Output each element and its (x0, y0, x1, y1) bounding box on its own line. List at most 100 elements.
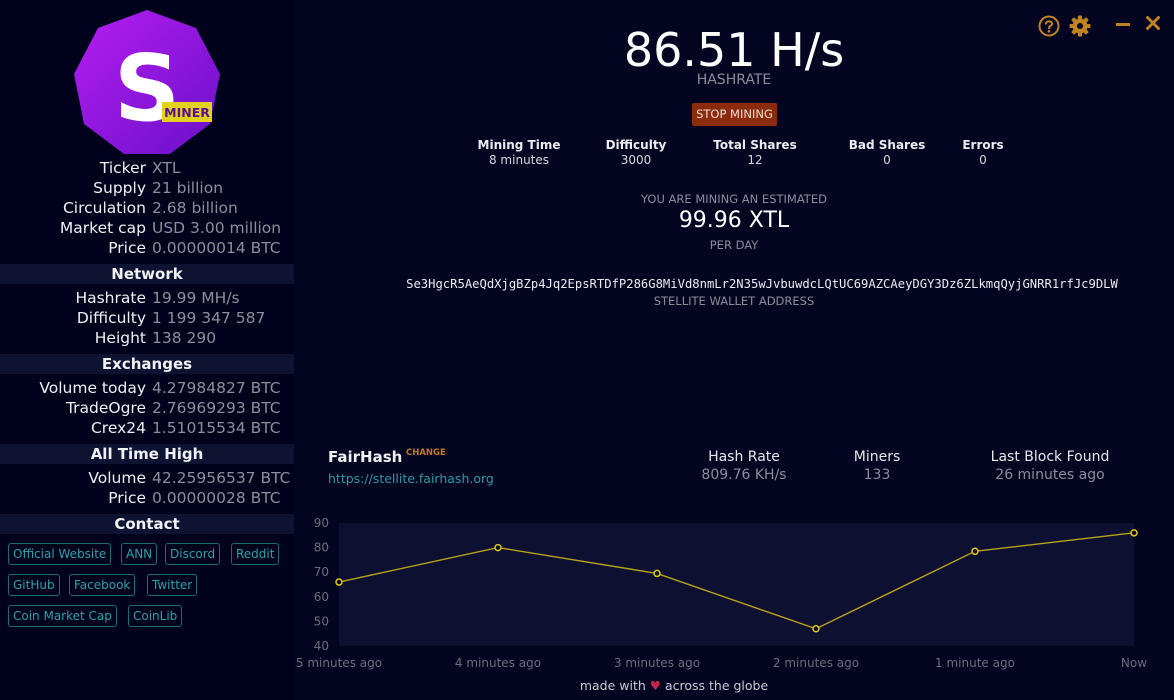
exchange-info-key: Crex24 (90, 419, 146, 437)
hashrate-series-line (338, 532, 1135, 630)
contact-link-reddit[interactable]: Reddit (231, 543, 280, 565)
network-info-value: 138 290 (152, 329, 217, 347)
network-info-row: Difficulty 1 199 347 587 (0, 308, 294, 328)
footer-text-after: across the globe (664, 678, 769, 693)
close-icon[interactable] (1145, 15, 1161, 31)
ath-heading: All Time High (0, 444, 294, 464)
contact-link-coin-market-cap[interactable]: Coin Market Cap (8, 605, 117, 627)
coin-info-value: 21 billion (152, 179, 224, 197)
logo-letter: S (114, 35, 180, 142)
network-heading: Network (0, 264, 294, 284)
coin-info-key: Market cap (59, 219, 146, 237)
data-point (335, 578, 343, 586)
help-icon[interactable] (1038, 15, 1060, 37)
ath-info-value: 0.00000028 BTC (152, 489, 281, 507)
wallet-address-label: STELLITE WALLET ADDRESS (653, 294, 815, 308)
y-tick-label: 60 (314, 590, 329, 604)
exchange-info-row: Volume today 4.27984827 BTC (0, 378, 294, 398)
exchange-info-key: TradeOgre (65, 399, 146, 417)
contact-link-twitter[interactable]: Twitter (147, 574, 198, 596)
y-tick-label: 70 (314, 565, 329, 579)
contact-link-github[interactable]: GitHub (8, 574, 60, 596)
chart-plot-background (339, 523, 1134, 646)
contact-heading: Contact (0, 514, 294, 534)
estimate-unit: PER DAY (709, 238, 759, 252)
coin-info-row: Circulation 2.68 billion (0, 198, 294, 218)
coin-info-key: Price (108, 239, 146, 257)
gear-icon[interactable] (1069, 15, 1091, 37)
x-tick-label: 1 minute ago (935, 656, 1015, 670)
stat-difficulty: Difficulty 3000 (576, 138, 696, 168)
exchange-info-value: 2.76969293 BTC (152, 399, 281, 417)
data-point (812, 625, 820, 633)
x-tick-label: 4 minutes ago (455, 656, 541, 670)
network-info-key: Height (94, 329, 146, 347)
x-tick-label: Now (1121, 656, 1147, 670)
contact-link-facebook[interactable]: Facebook (69, 574, 136, 596)
x-tick-label: 5 minutes ago (296, 656, 382, 670)
ath-info-value: 42.25956537 BTC (152, 469, 291, 487)
pool-stat-value: 26 minutes ago (995, 467, 1105, 483)
pool-stat-hash-rate: Hash Rate 809.76 KH/s (664, 448, 824, 484)
data-point (1130, 529, 1138, 537)
data-point (971, 547, 979, 556)
exchange-info-row: TradeOgre 2.76969293 BTC (0, 398, 294, 418)
stat-total-shares: Total Shares 12 (695, 138, 815, 168)
change-pool-link[interactable]: CHANGE (406, 448, 446, 458)
network-info-row: Hashrate 19.99 MH/s (0, 288, 294, 308)
coin-info-row: Price 0.00000014 BTC (0, 238, 294, 258)
data-point (653, 569, 661, 578)
coin-info-value: USD 3.00 million (152, 219, 282, 237)
exchange-info-value: 1.51015534 BTC (152, 419, 281, 437)
stat-value: 8 minutes (488, 153, 550, 167)
stat-label: Errors (962, 138, 1004, 152)
y-tick-label: 90 (314, 516, 329, 530)
estimate-label: YOU ARE MINING AN ESTIMATED (641, 192, 827, 206)
pool-stat-last-block: Last Block Found 26 minutes ago (970, 448, 1130, 484)
stat-errors: Errors 0 (923, 138, 1043, 168)
footer: made with ♥ across the globe (294, 678, 1054, 693)
wallet-address: Se3HgcR5AeQdXjgBZp4Jq2EpsRTDfP286G8MiVd8… (406, 277, 1118, 291)
network-info-value: 19.99 MH/s (152, 289, 240, 307)
stat-value: 0 (979, 153, 987, 167)
stat-label: Mining Time (477, 138, 561, 152)
contact-link-ann[interactable]: ANN (121, 543, 158, 565)
y-tick-label: 40 (314, 639, 329, 653)
contact-link-discord[interactable]: Discord (165, 543, 221, 565)
coin-info-row: Supply 21 billion (0, 178, 294, 198)
coin-info-value: 0.00000014 BTC (152, 239, 281, 257)
coin-info-row: Ticker XTL (0, 158, 294, 178)
x-tick-label: 3 minutes ago (614, 656, 700, 670)
stop-mining-button[interactable]: STOP MINING (692, 103, 777, 126)
pool-stat-label: Hash Rate (708, 449, 780, 465)
sidebar: S MINER Ticker XTL Supply 21 billion Circula… (0, 0, 294, 700)
coin-info-key: Ticker (99, 159, 146, 177)
exchange-info-value: 4.27984827 BTC (152, 379, 281, 397)
stat-bad-shares: Bad Shares 0 (827, 138, 947, 168)
data-point (494, 543, 502, 552)
pool-stat-label: Miners (853, 449, 901, 465)
network-info-key: Hashrate (75, 289, 146, 307)
stat-label: Difficulty (605, 138, 667, 152)
stat-value: 3000 (620, 153, 652, 167)
pool-stat-label: Last Block Found (990, 449, 1110, 465)
exchanges-heading: Exchanges (0, 354, 294, 374)
coin-info-row: Market cap USD 3.00 million (0, 218, 294, 238)
pool-url-link[interactable]: https://stellite.fairhash.org (328, 471, 494, 486)
hashrate-chart: 40 50 60 70 80 90 5 minutes ago 4 minutes ago 3 … (296, 516, 1147, 670)
contact-link-coinlib[interactable]: CoinLib (128, 605, 183, 627)
coin-info-value: XTL (152, 159, 181, 177)
network-info-key: Difficulty (76, 309, 146, 327)
exchange-info-key: Volume today (39, 379, 146, 397)
footer-text-before: made with (579, 678, 646, 693)
network-info-value: 1 199 347 587 (152, 309, 266, 327)
hashrate-value: 86.51 H/s (623, 23, 845, 77)
pool-name: FairHash (328, 448, 403, 466)
stat-value: 12 (747, 153, 763, 167)
y-tick-label: 80 (314, 541, 329, 555)
contact-link-official-website[interactable]: Official Website (8, 543, 112, 565)
stat-label: Total Shares (713, 138, 797, 152)
hashrate-label: HASHRATE (696, 72, 772, 88)
minimize-icon[interactable] (1115, 16, 1131, 32)
ath-info-row: Price 0.00000028 BTC (0, 488, 294, 508)
